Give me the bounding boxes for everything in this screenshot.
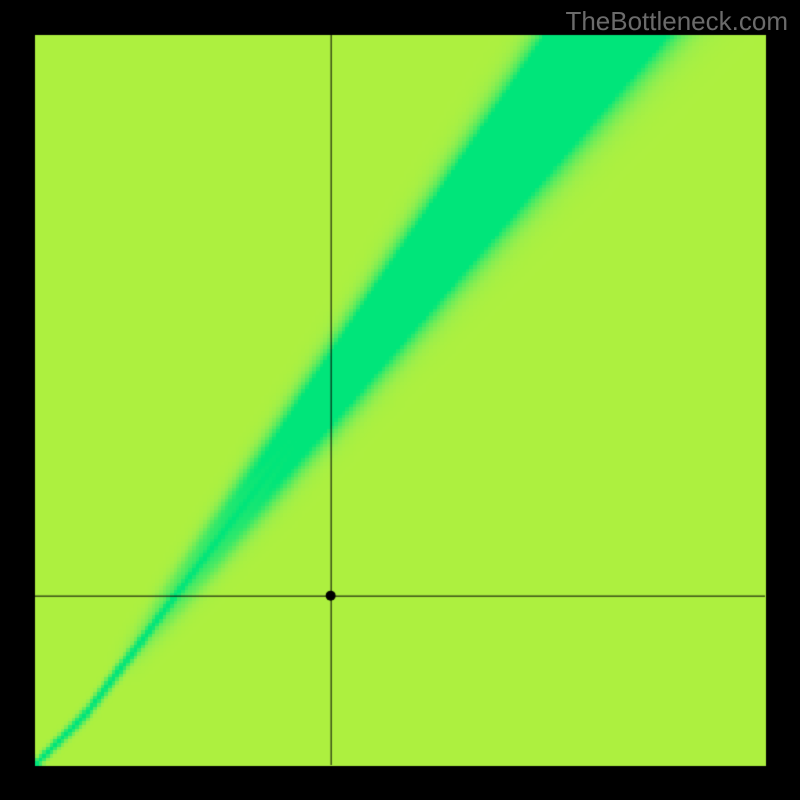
chart-container: TheBottleneck.com: [0, 0, 800, 800]
bottleneck-heatmap: [0, 0, 800, 800]
watermark-text: TheBottleneck.com: [565, 6, 788, 37]
